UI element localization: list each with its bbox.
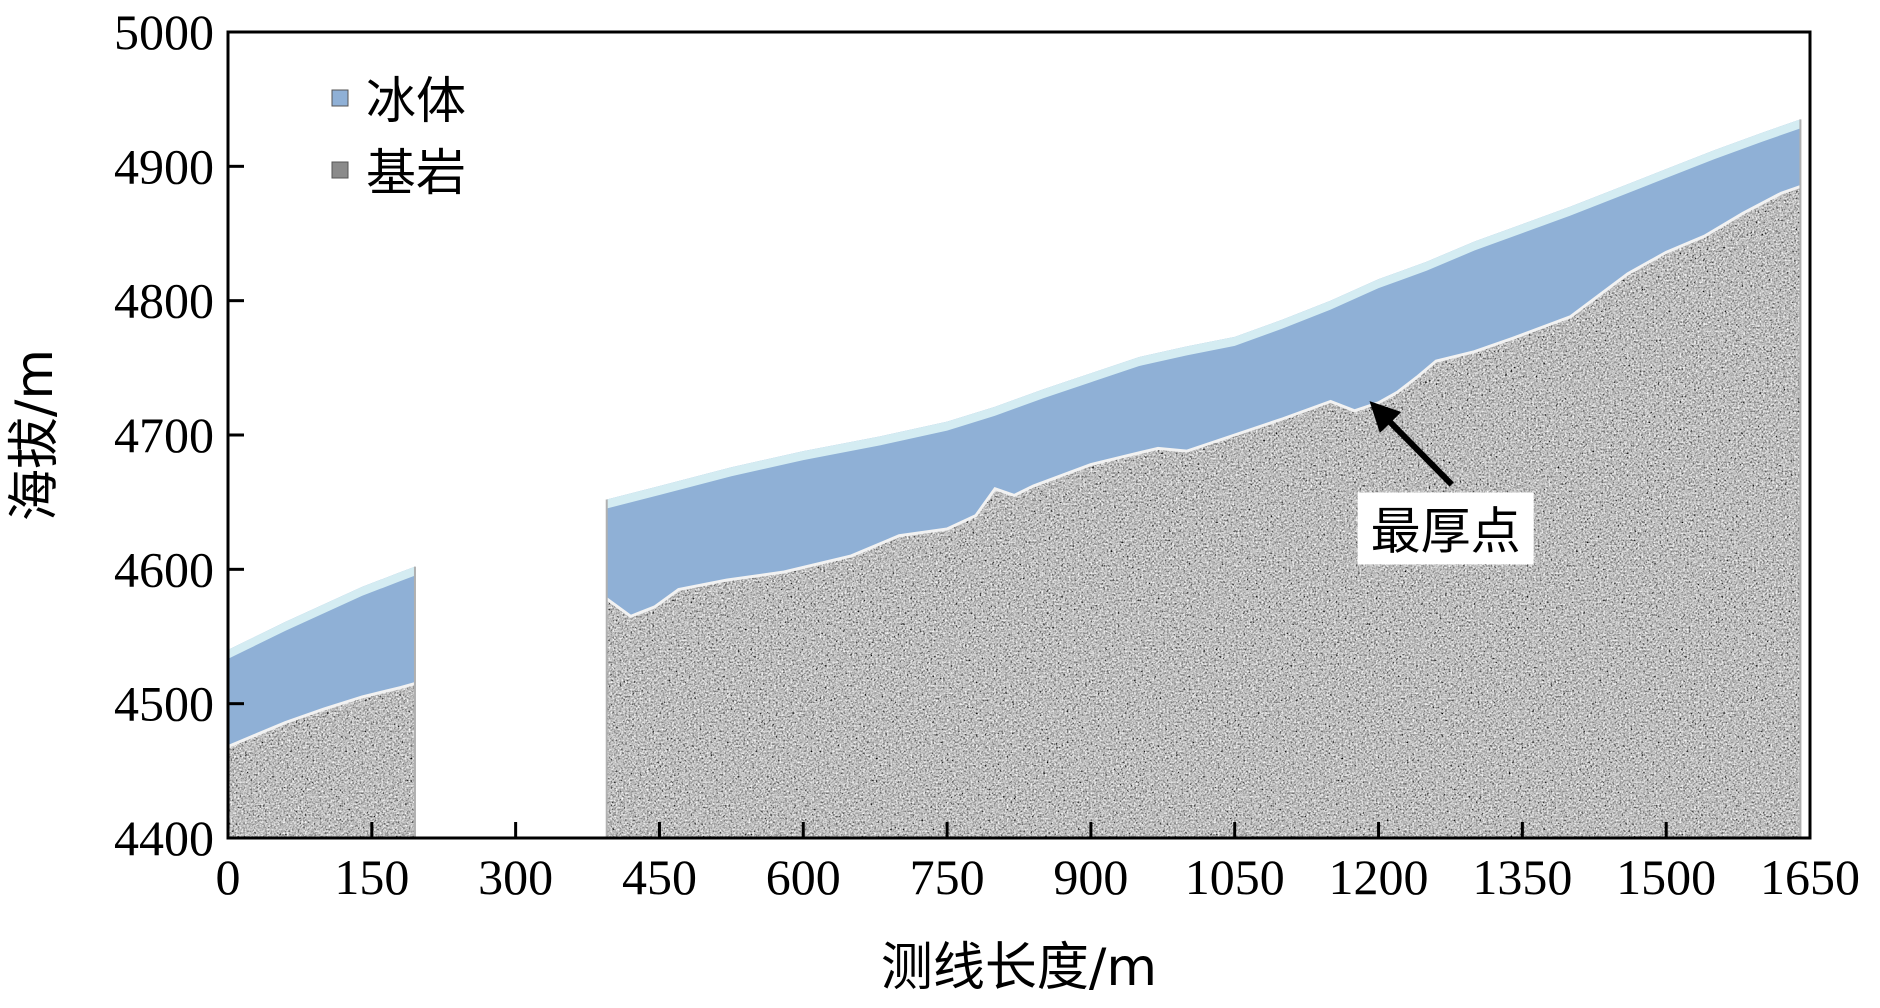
bedrock-segment-1 [228,683,415,838]
y-tick-label-4800: 4800 [114,273,214,329]
y-tick-label-4400: 4400 [114,810,214,866]
x-tick-label-900: 900 [1053,849,1128,905]
y-tick-label-4700: 4700 [114,407,214,463]
legend-swatch-bedrock [331,161,349,179]
x-tick-label-750: 750 [910,849,985,905]
annotation-arrow [1369,401,1454,487]
y-tick-label-4900: 4900 [114,138,214,194]
ice-surface-segment-1 [228,566,415,659]
x-tick-label-1200: 1200 [1329,849,1429,905]
y-tick-label-4600: 4600 [114,541,214,597]
annotation-thickest-point: 最厚点 [1357,401,1534,565]
x-tick-label-1350: 1350 [1472,849,1572,905]
annotation-label: 最厚点 [1371,502,1521,560]
legend-swatch-ice [331,89,349,107]
legend: 冰体 基岩 [331,72,466,202]
x-tick-label-0: 0 [216,849,241,905]
annotation-label-background [1357,492,1534,565]
x-tick-label-600: 600 [766,849,841,905]
y-tick-label-5000: 5000 [114,4,214,60]
legend-label-bedrock: 基岩 [366,144,466,202]
y-tick-label-4500: 4500 [114,676,214,732]
y-axis: 4400 4500 4600 4700 4800 4900 5000 [114,4,244,866]
x-tick-label-300: 300 [478,849,553,905]
ice-body-segment-2 [606,119,1801,617]
x-tick-label-450: 450 [622,849,697,905]
y-axis-title: 海拔/m [5,349,65,521]
x-tick-label-1050: 1050 [1185,849,1285,905]
x-axis-title: 测线长度/m [881,938,1157,998]
ice-body-segment-1 [228,566,415,747]
x-tick-label-150: 150 [334,849,409,905]
x-tick-label-1500: 1500 [1616,849,1716,905]
bedrock-segment-2 [606,186,1801,838]
x-axis: 0 150 300 450 600 750 900 1050 1200 1350 1500 1650 [216,822,1860,905]
plot-layer [227,119,1802,838]
ice-surface-segment-2 [606,119,1801,509]
bedrock-surface-line-2 [605,185,1801,619]
x-tick-label-1650: 1650 [1760,849,1860,905]
legend-label-ice: 冰体 [366,72,466,130]
bedrock-surface-line-1 [227,682,416,749]
